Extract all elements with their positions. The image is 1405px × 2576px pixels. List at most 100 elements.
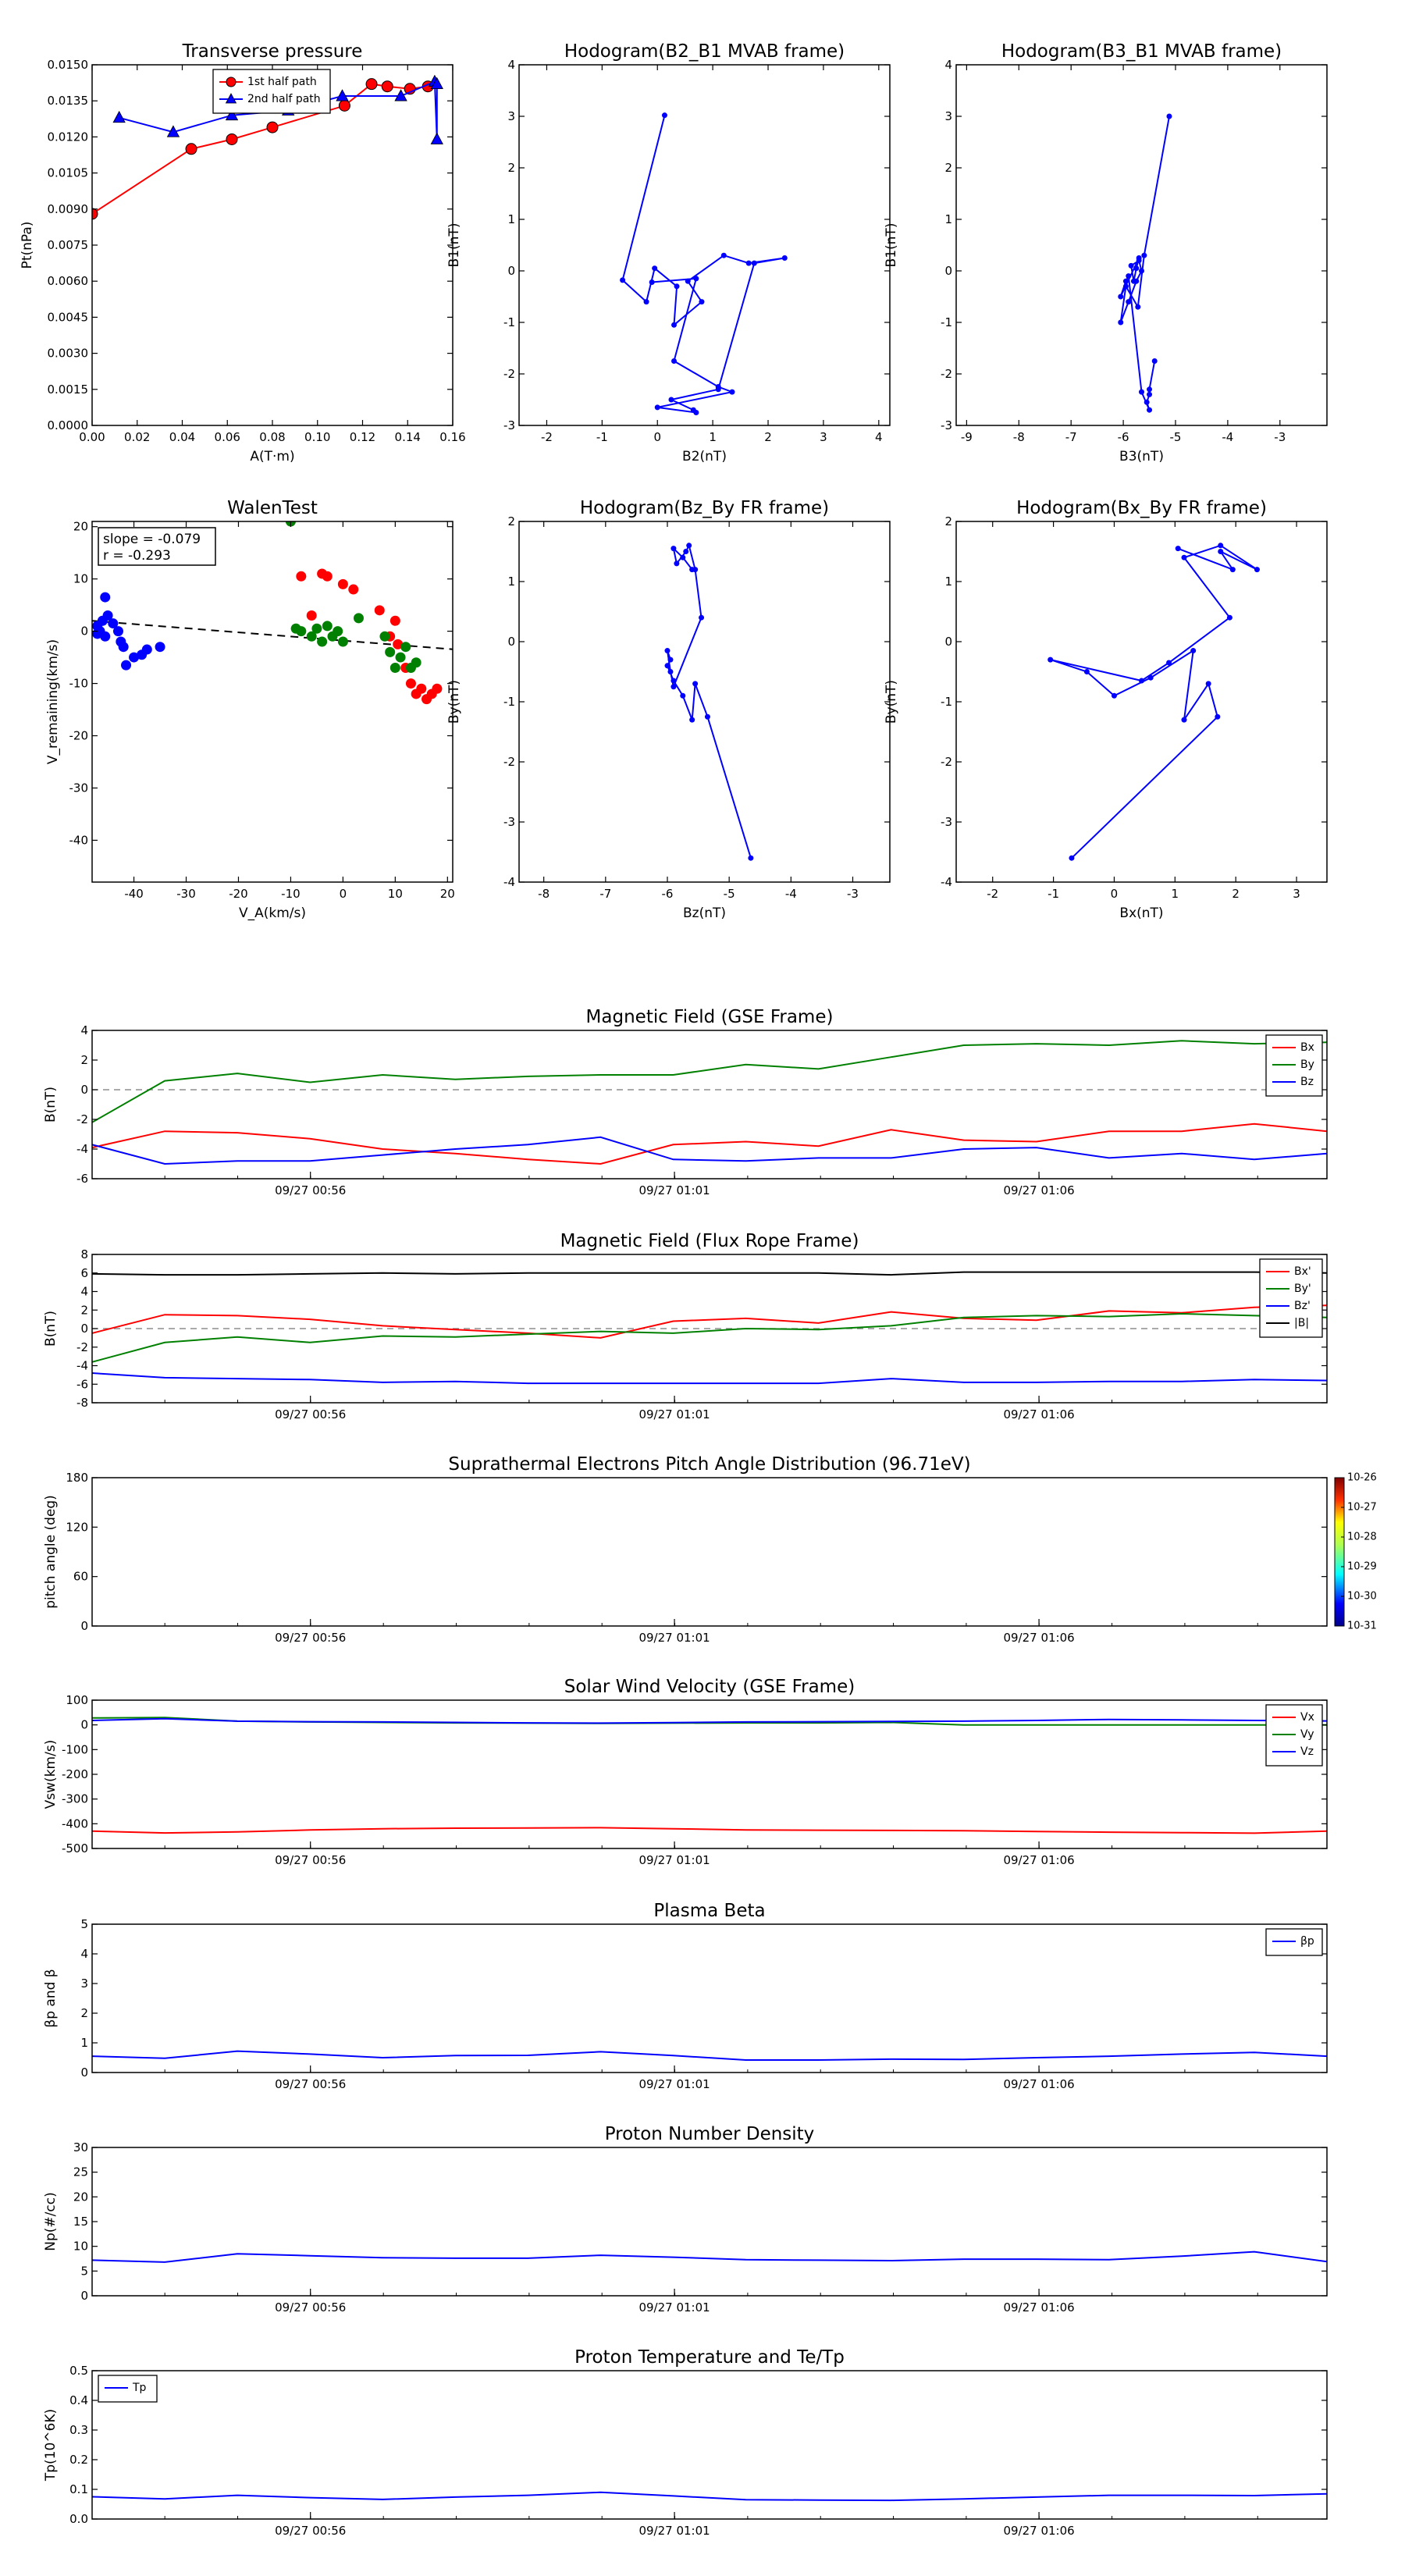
chart-title: Suprathermal Electrons Pitch Angle Distr… [448, 1454, 970, 1475]
legend-label: Bz' [1294, 1300, 1311, 1312]
data-point-Bz_By [664, 663, 670, 669]
chart-hodogram-bx-by: Hodogram(Bx_By FR frame) -4 -3 -2 -1 0 1 2 -2 -1 0… [884, 498, 1328, 921]
plot-frame [955, 521, 1328, 883]
y-axis-label: pitch angle (deg) [43, 1495, 59, 1609]
data-point-green [389, 662, 400, 673]
x-tick-label: 09/27 01:01 [638, 1631, 710, 1645]
data-point-Bx_By [1226, 614, 1232, 621]
y-tick-label: 180 [66, 1471, 88, 1485]
series-line-Bz [92, 1136, 1327, 1165]
plot-area [92, 2491, 1327, 2502]
y-tick-label: 0.0150 [48, 58, 89, 72]
data-point-blue [108, 618, 119, 629]
y-tick-label: 0 [507, 635, 515, 649]
y-tick-label: 0.0090 [48, 202, 89, 216]
chart-title: Proton Temperature and Te/Tp [574, 2347, 845, 2368]
data-point-B3_B1 [1126, 299, 1132, 305]
data-point-Bz_By [667, 669, 674, 674]
x-tick-label: 10 [388, 887, 403, 901]
data-point-red [296, 571, 307, 582]
chart-hodogram-b3-b1: Hodogram(B3_B1 MVAB frame)-3-2-101234-9-… [884, 41, 1328, 464]
data-point-B2_B1 [693, 276, 699, 282]
y-axis-label: Tp(10^6K) [43, 2409, 59, 2482]
y-tick-label: 4 [80, 1947, 88, 1961]
data-point-2nd half path [430, 132, 443, 144]
plot-area [1048, 543, 1260, 861]
y-tick-label: 3 [944, 109, 952, 123]
data-point-red [374, 605, 385, 616]
plot-frame [91, 1923, 1328, 2073]
plot-area [92, 1040, 1327, 1165]
plot-area [92, 1271, 1327, 1385]
data-point-Bz_By [674, 560, 680, 567]
x-axis-label: Bx(nT) [1119, 906, 1163, 921]
annotation-text: r = -0.293 [103, 548, 171, 564]
data-point-Bx_By [1254, 567, 1260, 573]
y-axis-label: Pt(nPa) [20, 222, 35, 269]
x-tick-label: 1 [1172, 887, 1179, 901]
y-tick-label: -2 [503, 755, 515, 769]
x-tick-label: -20 [229, 887, 248, 901]
colorbar-label: 10-31 [1347, 1621, 1377, 1632]
data-point-2nd half path [166, 125, 180, 137]
data-point-Bx_By [1229, 567, 1236, 573]
x-tick-label: -30 [176, 887, 196, 901]
x-axis-label: V_A(km/s) [239, 906, 306, 921]
chart-title: Magnetic Field (Flux Rope Frame) [560, 1231, 859, 1251]
data-point-green [400, 642, 411, 653]
data-point-1st half path [338, 99, 350, 112]
y-tick-label: -3 [941, 418, 952, 432]
data-point-B2_B1 [781, 255, 788, 261]
series-line-βp [92, 2050, 1327, 2061]
x-tick-label: -4 [785, 887, 797, 901]
x-tick-label: 2 [1232, 887, 1240, 901]
series-line-Bx_By [1050, 544, 1258, 859]
y-tick-label: -3 [503, 815, 515, 829]
data-point-Bx_By [1111, 692, 1117, 699]
y-tick-label: -2 [76, 1340, 88, 1354]
legend-box [212, 69, 331, 114]
data-point-1st half path [185, 143, 197, 155]
data-point-Bx_By [1139, 678, 1144, 684]
plot-area [92, 2050, 1327, 2061]
x-tick-label: 0 [1111, 887, 1119, 901]
y-tick-label: 2 [80, 1053, 88, 1067]
plot-area [92, 521, 453, 705]
data-point-Bz_By [699, 614, 705, 621]
plot-frame [91, 1030, 1328, 1179]
legend-label: |B| [1294, 1317, 1309, 1329]
x-tick-label: 0.12 [350, 430, 375, 444]
series-line-Vx [92, 1827, 1327, 1834]
series-line-Bx [92, 1123, 1327, 1165]
data-point-blue [155, 642, 165, 653]
data-point-B2_B1 [751, 260, 757, 266]
x-tick-label: 09/27 00:56 [275, 2300, 346, 2314]
data-point-B3_B1 [1130, 278, 1136, 284]
y-tick-label: -40 [69, 833, 89, 847]
y-tick-label: 0.5 [69, 2364, 88, 2378]
data-point-B3_B1 [1118, 294, 1124, 300]
y-tick-label: 0 [80, 1322, 88, 1336]
x-tick-label: 09/27 01:01 [638, 2077, 710, 2091]
chart-title: Magnetic Field (GSE Frame) [586, 1007, 834, 1027]
data-point-Bx_By [1166, 660, 1172, 666]
y-tick-label: 0.0000 [48, 418, 89, 432]
y-tick-label: 1 [944, 212, 952, 226]
data-point-Bx_By [1205, 681, 1211, 687]
plot-area [664, 543, 754, 861]
x-tick-label: 09/27 00:56 [275, 2524, 346, 2538]
y-axis-label: B1(nT) [884, 223, 899, 268]
data-point-green [385, 646, 396, 657]
legend-marker [225, 93, 237, 104]
x-tick-label: 09/27 01:06 [1003, 2524, 1074, 2538]
x-tick-label: 0 [653, 430, 661, 444]
y-tick-label: -4 [76, 1142, 88, 1156]
y-tick-label: -2 [941, 367, 952, 381]
data-point-B3_B1 [1135, 304, 1141, 310]
y-tick-label: 10 [73, 572, 88, 586]
data-point-Bz_By [670, 684, 677, 690]
x-tick-label: 09/27 01:06 [1003, 2300, 1074, 2314]
y-tick-label: 3 [80, 1976, 88, 1991]
y-tick-label: 30 [73, 2140, 88, 2154]
